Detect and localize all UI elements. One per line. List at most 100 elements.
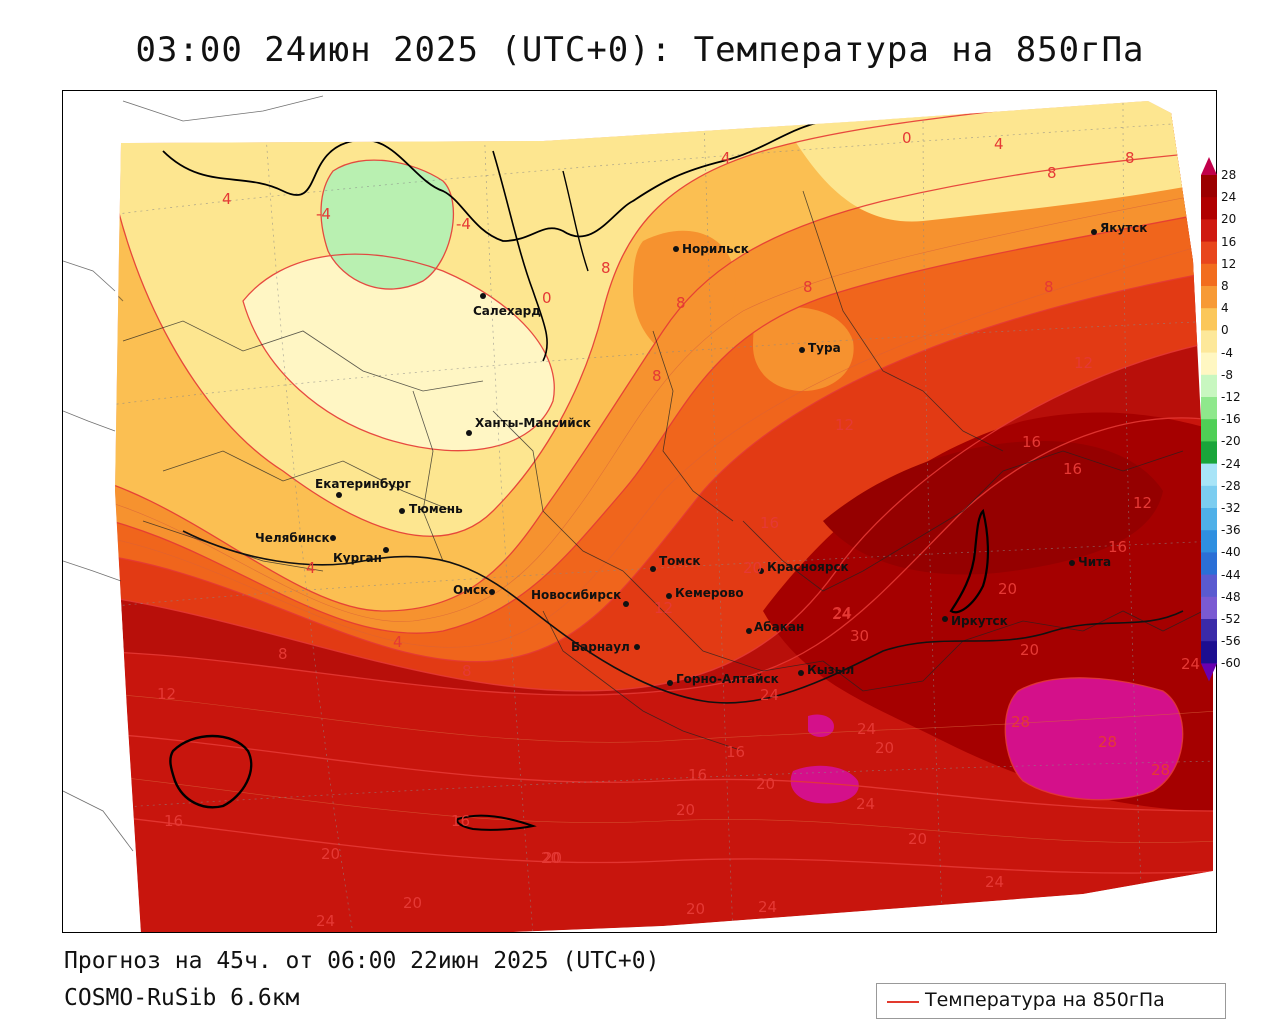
isotherm-labels: -4 -4 4 0 4 8 8 12 16 20 24 28 28 0 4 8 … bbox=[157, 129, 1200, 930]
colorbar-tick-label: -40 bbox=[1221, 545, 1241, 560]
isotherm-label: 16 bbox=[1063, 460, 1082, 478]
city-label: Норильск bbox=[682, 242, 749, 256]
city-label: Абакан bbox=[754, 620, 804, 634]
legend-line-swatch bbox=[887, 1001, 919, 1003]
isotherm-label: 16 bbox=[726, 743, 745, 761]
city-label: Чита bbox=[1078, 555, 1111, 569]
forecast-info: Прогноз на 45ч. от 06:00 22июн 2025 (UTC… bbox=[64, 948, 660, 974]
colorbar-tick-label: 16 bbox=[1221, 234, 1237, 249]
colorbar-tick-label: 24 bbox=[1221, 190, 1237, 205]
colorbar-tick-label: -56 bbox=[1221, 634, 1241, 649]
colorbar-swatch bbox=[1201, 308, 1217, 331]
colorbar-tick-label: -4 bbox=[1221, 345, 1233, 360]
colorbar-tick-label: -16 bbox=[1221, 412, 1241, 427]
city-label: Кызыл bbox=[807, 663, 854, 677]
isotherm-label: 28 bbox=[1151, 761, 1170, 779]
colorbar-swatch bbox=[1201, 619, 1217, 642]
isotherm-label: 20 bbox=[998, 580, 1017, 598]
isotherm-label: 20 bbox=[743, 559, 762, 577]
colorbar-swatch bbox=[1201, 596, 1217, 620]
isotherm-label: 8 bbox=[601, 259, 611, 277]
isotherm-label: 24 bbox=[760, 686, 779, 704]
colorbar-tick-label: -20 bbox=[1221, 434, 1241, 449]
isotherm-label: 24 bbox=[856, 795, 875, 813]
isotherm-label: 30 bbox=[850, 627, 869, 645]
isotherm-label: 20 bbox=[908, 830, 927, 848]
colorbar-tick-label: -48 bbox=[1221, 589, 1241, 604]
isotherm-label: 24 bbox=[833, 604, 852, 622]
city-label: Красноярск bbox=[767, 560, 849, 574]
legend-label: Температура на 850гПа bbox=[925, 989, 1165, 1011]
isotherm-label: -4 bbox=[456, 215, 471, 233]
isotherm-label: 12 bbox=[1133, 494, 1152, 512]
isotherm-label: 8 bbox=[278, 645, 288, 663]
colorbar-swatch bbox=[1201, 219, 1217, 243]
colorbar-swatch bbox=[1201, 374, 1217, 398]
city-markers: Норильск Салехард Якутск Тура Ханты-Манс… bbox=[255, 221, 1147, 686]
colorbar-tick-label: -36 bbox=[1221, 523, 1241, 538]
isotherm-label: 20 bbox=[875, 739, 894, 757]
map-title: 03:00 24июн 2025 (UTC+0): Температура на… bbox=[135, 30, 1145, 70]
isotherm-label: 8 bbox=[1125, 149, 1135, 167]
city-label: Ханты-Мансийск bbox=[475, 416, 591, 430]
city-label: Курган bbox=[333, 551, 382, 565]
colorbar-swatch bbox=[1201, 552, 1217, 576]
city-label: Томск bbox=[659, 554, 701, 568]
isotherm-label: 16 bbox=[164, 812, 183, 830]
isotherm-label: 16 bbox=[451, 812, 470, 830]
colorbar-swatch bbox=[1201, 286, 1217, 309]
isotherm-label: 0 bbox=[542, 289, 552, 307]
colorbar-swatch bbox=[1201, 485, 1217, 509]
isotherm-label: 24 bbox=[857, 720, 876, 738]
colorbar-swatch bbox=[1201, 241, 1217, 265]
colorbar-tick-label: -28 bbox=[1221, 478, 1241, 493]
isotherm-label: 4 bbox=[222, 190, 232, 208]
city-label: Кемерово bbox=[675, 586, 744, 600]
isotherm-label: 20 bbox=[676, 801, 695, 819]
isotherm-label: 4 bbox=[306, 559, 316, 577]
isotherm-label: 24 bbox=[316, 912, 335, 930]
city-label: Екатеринбург bbox=[315, 477, 411, 491]
colorbar-tick-label: 20 bbox=[1221, 212, 1237, 227]
isotherm-label: 4 bbox=[721, 149, 731, 167]
temperature-map: Норильск Салехард Якутск Тура Ханты-Манс… bbox=[63, 91, 1216, 932]
isotherm-label: 12 bbox=[1074, 354, 1093, 372]
isotherm-label: 24 bbox=[832, 605, 851, 623]
isotherm-label: 20 bbox=[543, 849, 562, 867]
city-label: Иркутск bbox=[951, 614, 1008, 628]
isotherm-label: 4 bbox=[393, 633, 403, 651]
colorbar-tick-label: 28 bbox=[1221, 168, 1237, 182]
colorbar-swatch bbox=[1201, 352, 1217, 376]
colorbar-tick-label: 0 bbox=[1221, 323, 1229, 338]
isotherm-label: 12 bbox=[835, 416, 854, 434]
colorbar-swatch bbox=[1201, 330, 1217, 354]
isotherm-label: 4 bbox=[994, 135, 1004, 153]
city-label: Горно-Алтайск bbox=[676, 672, 779, 686]
isotherm-label: 20 bbox=[1020, 641, 1039, 659]
isotherm-label: 8 bbox=[652, 367, 662, 385]
isotherm-label: 24 bbox=[1181, 655, 1200, 673]
lake-baikal bbox=[949, 508, 990, 614]
isotherm-label: 24 bbox=[985, 873, 1004, 891]
isotherm-label: 28 bbox=[1011, 713, 1030, 731]
colorbar-swatch bbox=[1201, 197, 1217, 220]
isotherm-label: 20 bbox=[756, 775, 775, 793]
colorbar-top-arrow bbox=[1201, 157, 1217, 175]
city-label: Тюмень bbox=[409, 502, 463, 516]
model-name: COSMO-RuSib 6.6км bbox=[64, 985, 300, 1011]
colorbar-swatch bbox=[1201, 175, 1217, 198]
city-label: Челябинск bbox=[255, 531, 330, 545]
colorbar-swatch bbox=[1201, 530, 1217, 553]
isotherm-label: 0 bbox=[902, 129, 912, 147]
colorbar-swatch bbox=[1201, 463, 1217, 487]
map-area[interactable]: Норильск Салехард Якутск Тура Ханты-Манс… bbox=[62, 90, 1217, 933]
isotherm-label: 28 bbox=[1098, 733, 1117, 751]
isotherm-label: 8 bbox=[1044, 278, 1054, 296]
city-label: Барнаул bbox=[571, 640, 630, 654]
colorbar-swatch bbox=[1201, 397, 1217, 420]
isotherm-label: 16 bbox=[1022, 433, 1041, 451]
colorbar-tick-label: -52 bbox=[1221, 612, 1241, 626]
lake-aral bbox=[169, 734, 253, 809]
isotherm-label: 20 bbox=[321, 845, 340, 863]
colorbar-tick-label: -8 bbox=[1221, 367, 1233, 382]
